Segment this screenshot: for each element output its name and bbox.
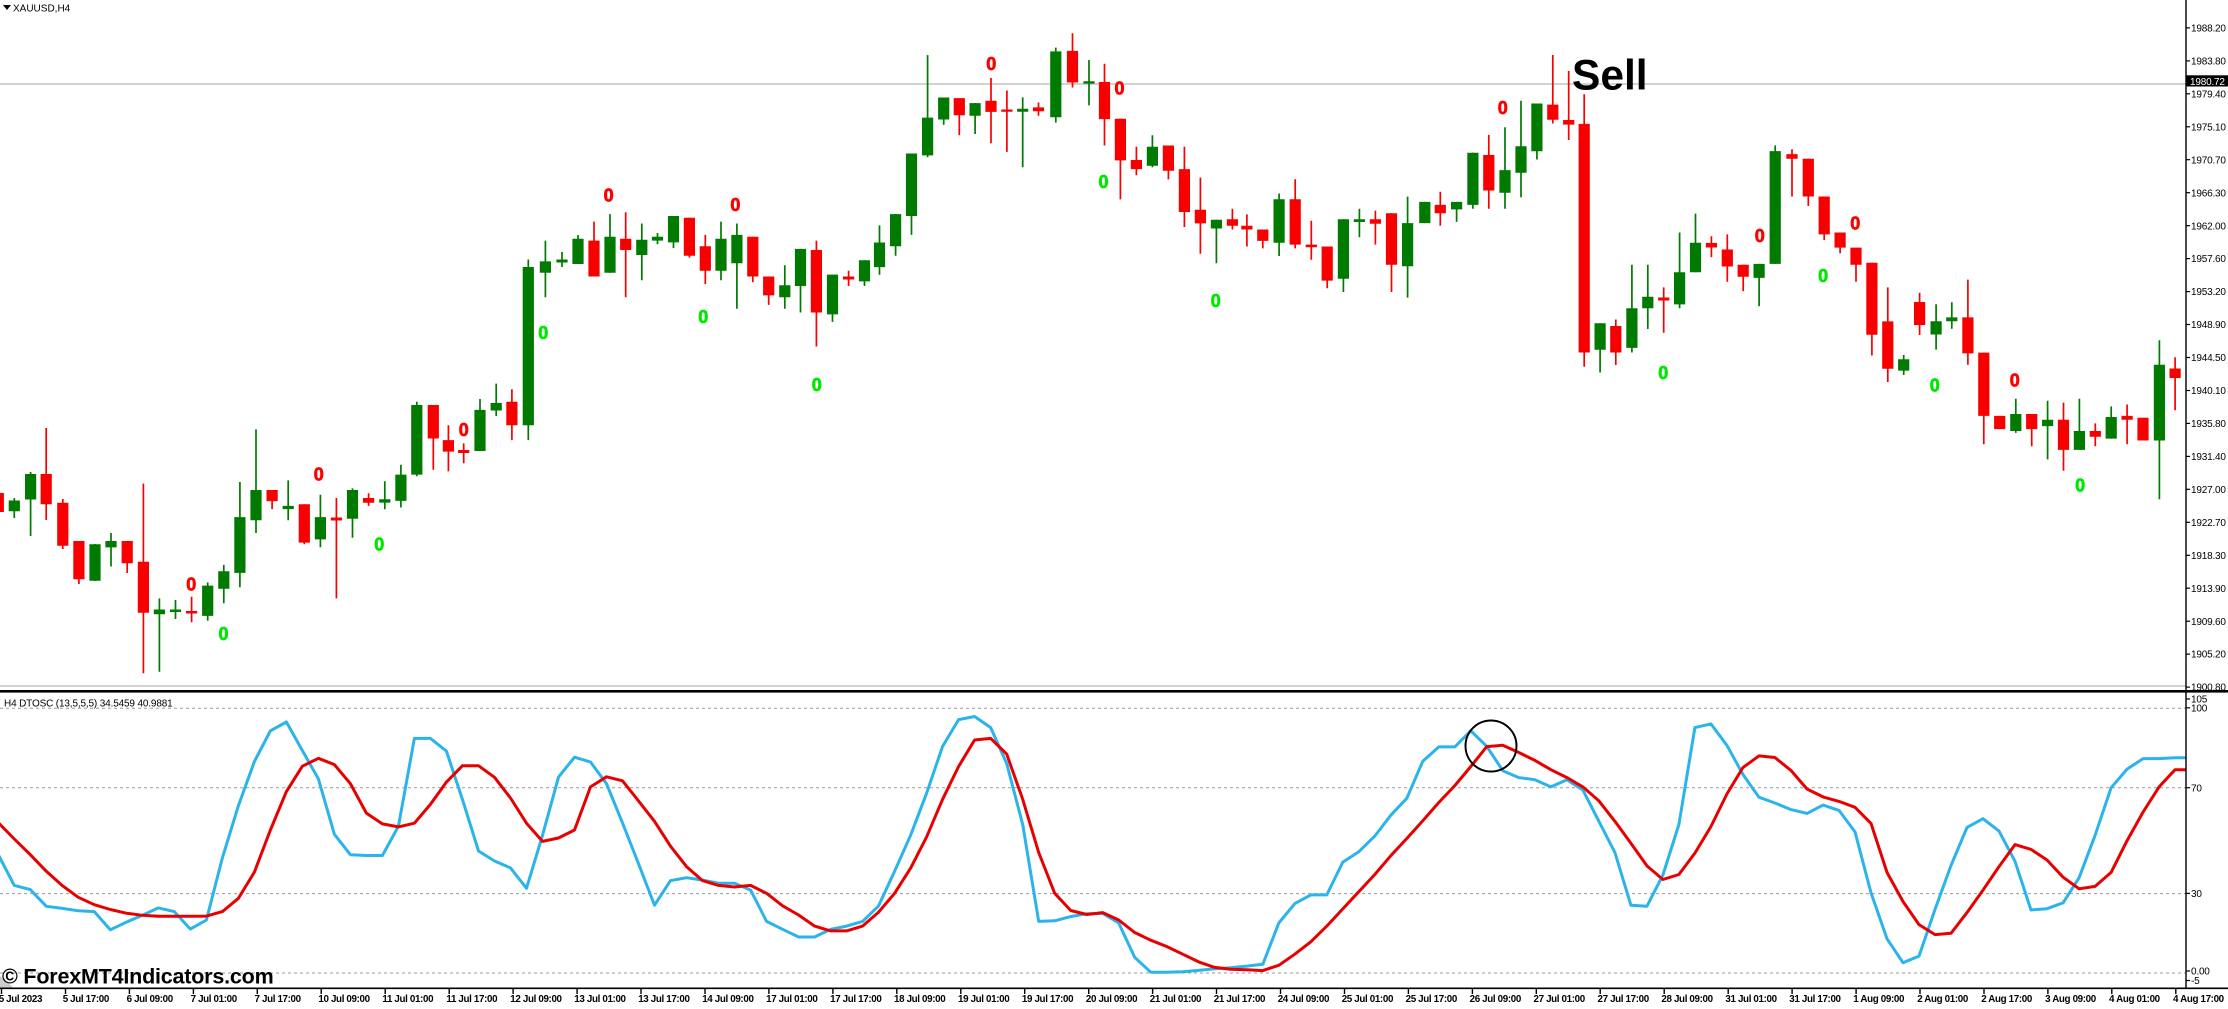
svg-text:18 Jul 09:00: 18 Jul 09:00 [894, 994, 946, 1004]
svg-text:0.00: 0.00 [2191, 967, 2210, 978]
svg-text:10 Jul 09:00: 10 Jul 09:00 [318, 994, 370, 1004]
svg-text:4 Aug 01:00: 4 Aug 01:00 [2109, 994, 2161, 1004]
svg-text:0: 0 [1850, 214, 1860, 234]
svg-text:XAUUSD,H4: XAUUSD,H4 [13, 4, 71, 15]
svg-text:20 Jul 09:00: 20 Jul 09:00 [1086, 994, 1138, 1004]
svg-text:1970.70: 1970.70 [2191, 155, 2226, 166]
svg-text:30: 30 [2191, 889, 2202, 900]
svg-text:5 Jul 2023: 5 Jul 2023 [0, 994, 43, 1004]
svg-text:24 Jul 09:00: 24 Jul 09:00 [1278, 994, 1330, 1004]
svg-text:2 Aug 01:00: 2 Aug 01:00 [1917, 994, 1969, 1004]
svg-text:19 Jul 17:00: 19 Jul 17:00 [1022, 994, 1074, 1004]
svg-text:0: 0 [1098, 172, 1108, 192]
svg-text:19 Jul 01:00: 19 Jul 01:00 [958, 994, 1010, 1004]
svg-text:0: 0 [459, 420, 469, 440]
svg-text:0: 0 [986, 54, 996, 74]
svg-text:H4 DTOSC (13,5,5,5) 34.5459 40: H4 DTOSC (13,5,5,5) 34.5459 40.9881 [4, 699, 173, 710]
svg-text:0: 0 [604, 186, 614, 206]
svg-text:0: 0 [374, 535, 384, 555]
svg-text:1927.00: 1927.00 [2191, 485, 2226, 496]
svg-text:26 Jul 09:00: 26 Jul 09:00 [1470, 994, 1522, 1004]
svg-text:0: 0 [1498, 98, 1508, 118]
svg-text:14 Jul 09:00: 14 Jul 09:00 [702, 994, 754, 1004]
svg-text:13 Jul 01:00: 13 Jul 01:00 [574, 994, 626, 1004]
svg-text:0: 0 [1818, 266, 1828, 286]
svg-text:1957.60: 1957.60 [2191, 254, 2226, 265]
svg-text:5 Jul 17:00: 5 Jul 17:00 [63, 994, 110, 1004]
svg-text:1948.90: 1948.90 [2191, 320, 2226, 331]
svg-text:17 Jul 01:00: 17 Jul 01:00 [766, 994, 818, 1004]
svg-text:0: 0 [186, 575, 196, 595]
svg-text:0: 0 [314, 465, 324, 485]
svg-text:25 Jul 01:00: 25 Jul 01:00 [1342, 994, 1394, 1004]
svg-text:7 Jul 01:00: 7 Jul 01:00 [191, 994, 238, 1004]
svg-text:1966.30: 1966.30 [2191, 188, 2226, 199]
svg-text:-5: -5 [2191, 976, 2200, 987]
svg-text:1931.40: 1931.40 [2191, 452, 2226, 463]
svg-text:© ForexMT4Indicators.com: © ForexMT4Indicators.com [2, 965, 274, 989]
svg-text:3 Aug 09:00: 3 Aug 09:00 [2045, 994, 2097, 1004]
svg-text:0: 0 [812, 375, 822, 395]
svg-text:13 Jul 17:00: 13 Jul 17:00 [638, 994, 690, 1004]
svg-text:1988.20: 1988.20 [2191, 24, 2226, 35]
svg-text:0: 0 [2075, 476, 2085, 496]
svg-text:0: 0 [1114, 79, 1124, 99]
svg-text:12 Jul 09:00: 12 Jul 09:00 [510, 994, 562, 1004]
svg-text:0: 0 [1930, 376, 1940, 396]
svg-text:1953.20: 1953.20 [2191, 287, 2226, 298]
svg-text:1 Aug 09:00: 1 Aug 09:00 [1853, 994, 1905, 1004]
svg-text:11 Jul 17:00: 11 Jul 17:00 [446, 994, 498, 1004]
svg-text:2 Aug 17:00: 2 Aug 17:00 [1981, 994, 2033, 1004]
svg-text:1922.70: 1922.70 [2191, 518, 2226, 529]
svg-text:0: 0 [1658, 363, 1668, 383]
svg-text:1909.60: 1909.60 [2191, 617, 2226, 628]
svg-text:1962.00: 1962.00 [2191, 221, 2226, 232]
svg-text:0: 0 [1211, 291, 1221, 311]
svg-text:1979.40: 1979.40 [2191, 89, 2226, 100]
svg-text:105: 105 [2191, 695, 2208, 706]
svg-text:1918.30: 1918.30 [2191, 551, 2226, 562]
svg-text:1975.10: 1975.10 [2191, 122, 2226, 133]
svg-text:31 Jul 17:00: 31 Jul 17:00 [1789, 994, 1841, 1004]
svg-text:0: 0 [538, 323, 548, 343]
svg-text:21 Jul 17:00: 21 Jul 17:00 [1214, 994, 1266, 1004]
svg-text:0: 0 [1755, 226, 1765, 246]
svg-text:7 Jul 17:00: 7 Jul 17:00 [255, 994, 302, 1004]
svg-text:0: 0 [218, 624, 228, 644]
svg-text:25 Jul 17:00: 25 Jul 17:00 [1406, 994, 1458, 1004]
svg-text:11 Jul 01:00: 11 Jul 01:00 [382, 994, 434, 1004]
svg-text:1935.80: 1935.80 [2191, 419, 2226, 430]
svg-text:31 Jul 01:00: 31 Jul 01:00 [1725, 994, 1777, 1004]
svg-text:Sell: Sell [1572, 53, 1648, 100]
svg-text:27 Jul 01:00: 27 Jul 01:00 [1534, 994, 1586, 1004]
svg-text:1983.80: 1983.80 [2191, 57, 2226, 68]
svg-text:27 Jul 17:00: 27 Jul 17:00 [1598, 994, 1650, 1004]
svg-text:6 Jul 09:00: 6 Jul 09:00 [127, 994, 174, 1004]
svg-text:0: 0 [2010, 370, 2020, 390]
svg-text:1980.72: 1980.72 [2190, 77, 2225, 88]
svg-text:28 Jul 09:00: 28 Jul 09:00 [1661, 994, 1713, 1004]
svg-text:100: 100 [2191, 703, 2208, 714]
svg-text:21 Jul 01:00: 21 Jul 01:00 [1150, 994, 1202, 1004]
svg-text:70: 70 [2191, 783, 2202, 794]
svg-text:17 Jul 17:00: 17 Jul 17:00 [830, 994, 882, 1004]
svg-text:0: 0 [730, 195, 740, 215]
svg-text:1905.20: 1905.20 [2191, 650, 2226, 661]
svg-text:4 Aug 17:00: 4 Aug 17:00 [2173, 994, 2225, 1004]
svg-text:0: 0 [698, 307, 708, 327]
svg-text:1900.80: 1900.80 [2191, 683, 2226, 694]
svg-text:1944.50: 1944.50 [2191, 353, 2226, 364]
svg-text:1940.10: 1940.10 [2191, 386, 2226, 397]
svg-text:1913.90: 1913.90 [2191, 584, 2226, 595]
